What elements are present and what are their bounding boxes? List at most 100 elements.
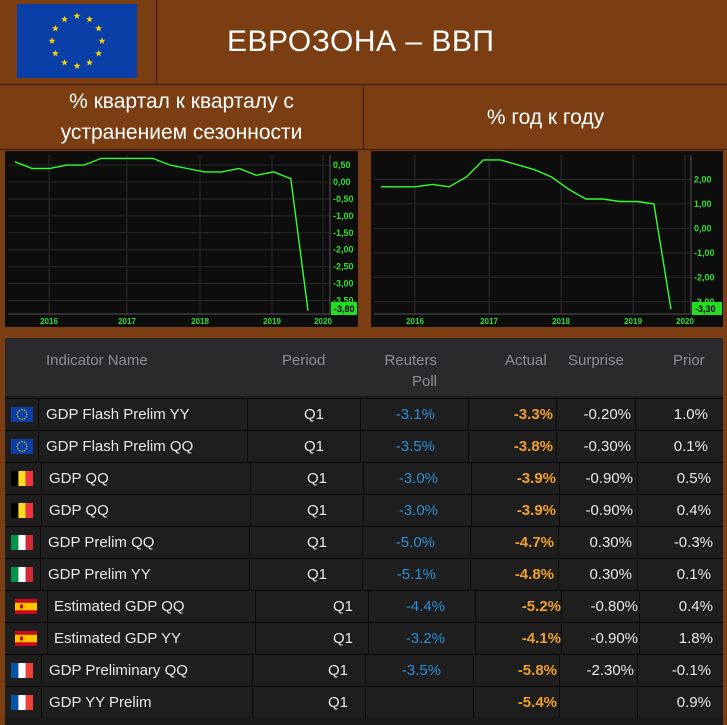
y-tick-label: -3,00 [333,279,354,289]
last-value-badge [331,302,357,315]
table-row[interactable]: GDP QQ Q1 -3.0% -3.9% -0.90% 0.4% [5,494,723,526]
belgium-flag-icon [11,503,33,518]
column-divider [470,559,471,590]
column-divider [41,463,42,494]
col-period[interactable]: Period [282,352,326,369]
reuters-poll-value: -3.5% [395,438,435,455]
column-divider [635,399,636,430]
column-divider [639,623,640,654]
col-prior[interactable]: Prior [673,352,705,369]
column-divider [559,687,560,718]
table-row[interactable]: GDP Prelim YY Q1 -5.1% -4.8% 0.30% 0.1% [5,558,723,590]
y-tick-label: -3,00 [694,297,715,307]
column-divider [365,687,366,718]
column-divider [637,687,638,718]
column-divider [558,527,559,558]
reuters-poll-value: -5.1% [396,566,436,583]
period-value: Q1 [327,694,348,711]
table-row[interactable]: Estimated GDP QQ Q1 -4.4% -5.2% -0.80% 0.4% [5,590,723,622]
period-value: Q1 [303,438,324,455]
x-tick-label: 2019 [263,317,281,326]
table-row[interactable]: GDP YY Prelim Q1 -5.4% 0.9% [5,686,723,718]
column-divider [475,591,476,622]
x-tick-label: 2017 [480,317,498,326]
belgium-flag-icon [11,471,33,486]
table-header: Indicator Name Period Reuters Poll Actua… [5,338,723,396]
qoq-subheader: % квартал к кварталу с устранением сезон… [0,85,364,149]
prior-value: 0.4% [678,598,713,615]
column-divider [468,399,469,430]
column-divider [556,431,557,462]
reuters-poll-value: -3.0% [398,502,438,519]
column-divider [559,495,560,526]
last-value-badge [692,302,722,315]
prior-value: -0.1% [671,662,711,679]
eu-star [61,15,68,23]
column-divider [471,495,472,526]
column-divider [252,655,253,686]
table-row[interactable]: Estimated GDP YY Q1 -3.2% -4.1% -0.90% 1.8% [5,622,723,654]
period-value: Q1 [306,534,327,551]
period-value: Q1 [327,662,348,679]
indicator-name: GDP Preliminary QQ [49,662,188,679]
reuters-poll-value: -3.5% [401,662,441,679]
italy-flag-icon [11,535,33,550]
column-divider [561,623,562,654]
surprise-value: -0.20% [583,406,631,423]
table-row[interactable]: GDP Prelim QQ Q1 -5.0% -4.7% 0.30% -0.3% [5,526,723,558]
column-divider [247,399,248,430]
prior-value: 1.0% [673,406,708,423]
spain-flag-icon [15,631,37,646]
yoy-chart-svg: 2,00 1,00 0,00 -1,00 -2,00 -3,00 2016 2017 2018 2… [374,155,722,326]
col-surprise[interactable]: Surprise [568,352,624,369]
series-line [381,159,672,310]
indicator-name: GDP YY Prelim [49,694,152,711]
indicator-name: GDP Prelim QQ [48,534,155,551]
x-tick-label: 2020 [676,317,694,326]
x-tick-label: 2016 [40,317,58,326]
column-divider [475,623,476,654]
eu-star [51,24,59,32]
period-value: Q1 [306,502,327,519]
reuters-poll-value: -3.1% [395,406,435,423]
x-tick-label: 2018 [191,317,209,326]
y-tick-label: -1,00 [694,248,715,258]
column-divider [362,559,363,590]
column-divider [252,687,253,718]
indicator-table: Indicator Name Period Reuters Poll Actua… [5,338,723,725]
indicator-name: GDP Prelim YY [48,566,151,583]
column-divider [360,431,361,462]
eu-flag-icon [17,4,137,78]
actual-value: -5.4% [517,694,557,711]
actual-value: -4.1% [521,630,561,647]
actual-value: -4.8% [514,566,554,583]
column-divider [47,591,48,622]
column-divider [473,687,474,718]
column-divider [637,463,638,494]
column-divider [559,463,560,494]
title-cell: ЕВРОЗОНА – ВВП [157,0,727,84]
series-line [14,157,309,311]
column-divider [368,591,369,622]
table-row[interactable]: GDP QQ Q1 -3.0% -3.9% -0.90% 0.5% [5,462,723,494]
col-actual[interactable]: Actual [505,352,547,369]
prior-value: 0.4% [676,502,711,519]
qoq-subheader-line1: % квартал к кварталу с [69,90,294,113]
y-tick-label: -1,50 [333,228,354,238]
column-divider [637,655,638,686]
prior-value: 0.5% [676,470,711,487]
table-row[interactable]: GDP Preliminary QQ Q1 -3.5% -5.8% -2.30% -0.1… [5,654,723,686]
col-indicator-name[interactable]: Indicator Name [46,352,148,369]
actual-value: -4.7% [514,534,554,551]
column-divider [249,559,250,590]
italy-flag-icon [11,567,33,582]
surprise-value: -0.90% [585,470,633,487]
x-tick-label: 2018 [552,317,570,326]
period-value: Q1 [332,598,353,615]
col-reuters-poll[interactable]: Reuters Poll [377,350,437,392]
table-row[interactable]: GDP Flash Prelim YY Q1 -3.1% -3.3% -0.20% 1.0… [5,398,723,430]
column-divider [360,399,361,430]
table-row[interactable]: GDP Flash Prelim QQ Q1 -3.5% -3.8% -0.30% 0.1… [5,430,723,462]
last-value-label: -3,80 [334,304,355,314]
column-divider [38,399,39,430]
